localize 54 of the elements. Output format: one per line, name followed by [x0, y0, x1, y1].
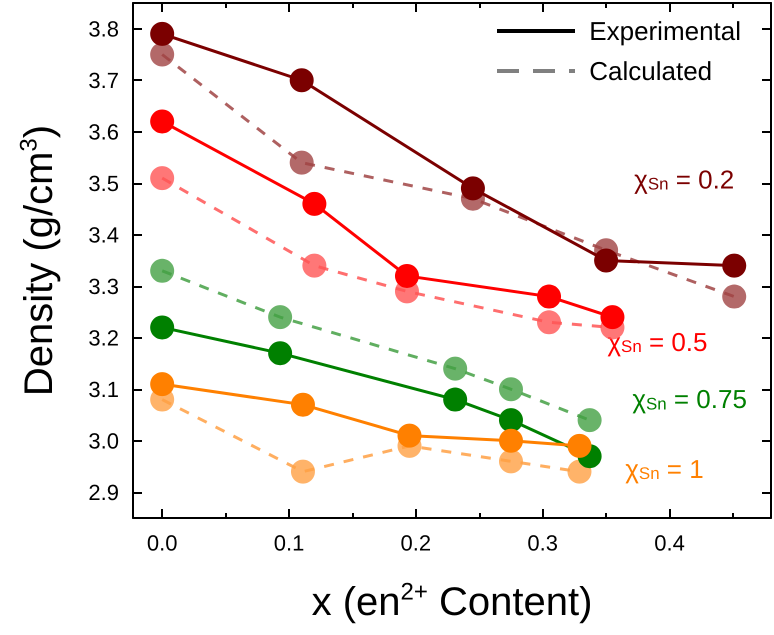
text: χSn = 0.2 — [634, 164, 734, 195]
point — [537, 284, 562, 309]
annotation: Calculated — [589, 55, 712, 88]
point — [499, 428, 523, 453]
x-tick-label: 0.0 — [146, 530, 178, 556]
series-label: χSn = 0.5 — [607, 327, 708, 358]
annotation: Experimental — [589, 15, 741, 48]
point — [290, 460, 315, 484]
y-tick-label: 3.1 — [88, 376, 119, 402]
y-tick-label: 3.2 — [88, 325, 119, 350]
point — [578, 408, 602, 432]
x-tick-label: 0.1 — [274, 530, 304, 556]
point — [150, 42, 174, 66]
y-tick-label: 3.4 — [88, 222, 119, 248]
point — [290, 150, 314, 175]
point — [600, 305, 624, 330]
y-tick-label: 3.6 — [88, 119, 119, 144]
x-tick-label: 0.2 — [400, 530, 432, 556]
series-label: χSn = 0.75 — [632, 384, 747, 414]
point — [460, 176, 485, 200]
point — [290, 392, 315, 417]
point — [302, 192, 326, 216]
point — [150, 166, 174, 190]
point — [394, 264, 419, 288]
y-tick-label: 3.8 — [88, 16, 119, 42]
y-tick-label: 3.7 — [88, 68, 119, 93]
point — [150, 258, 174, 283]
point — [290, 68, 314, 92]
point — [499, 408, 523, 432]
point — [268, 341, 292, 366]
point — [499, 377, 523, 402]
point — [443, 388, 468, 412]
point — [537, 310, 562, 334]
point — [568, 434, 592, 458]
y-tick-label: 3.5 — [88, 170, 119, 196]
x-tick-label: 0.4 — [654, 530, 685, 556]
point — [150, 22, 174, 46]
point — [150, 109, 174, 134]
y-axis-title: Density (g/cm3) — [16, 124, 61, 396]
point — [150, 372, 174, 396]
point — [150, 315, 174, 340]
point — [443, 356, 468, 381]
point — [302, 254, 326, 278]
point — [722, 284, 746, 309]
point — [499, 449, 523, 474]
point — [722, 254, 746, 278]
y-tick-label: 2.9 — [88, 480, 119, 505]
y-tick-label: 3.0 — [88, 428, 119, 454]
point — [268, 305, 292, 330]
y-tick-label: 3.3 — [88, 274, 119, 299]
x-tick-label: 0.3 — [527, 530, 558, 556]
point — [594, 248, 618, 272]
series-label: χSn = 1 — [625, 454, 704, 484]
point — [398, 424, 422, 448]
